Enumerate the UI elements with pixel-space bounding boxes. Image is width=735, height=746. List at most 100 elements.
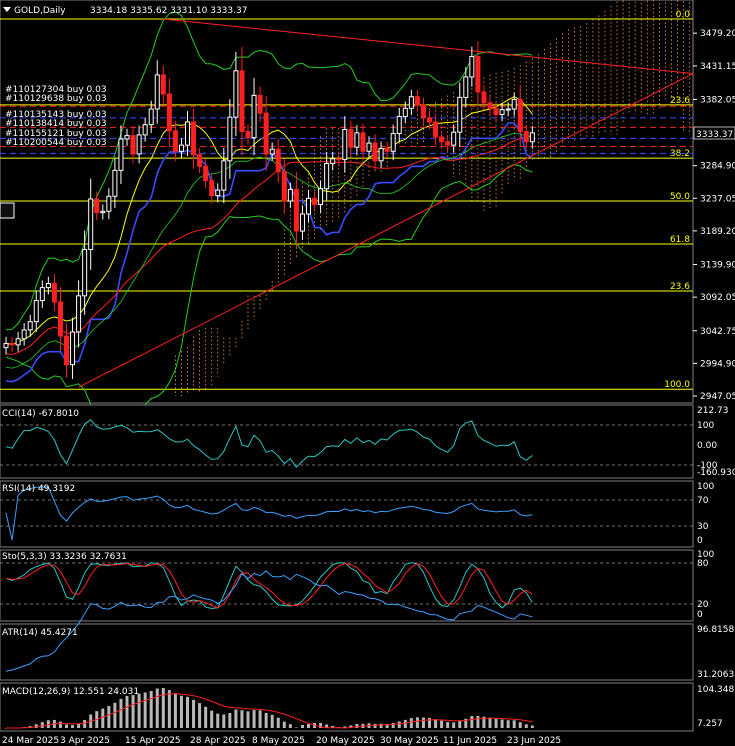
- macd-bar: [294, 727, 298, 728]
- macd-bar: [373, 723, 377, 728]
- menu-triangle-icon[interactable]: [3, 7, 11, 12]
- cci-panel[interactable]: 212.73 100 0.00 -100-160.9305: [0, 404, 735, 479]
- macd-bar: [192, 699, 196, 728]
- macd-bar: [270, 714, 274, 728]
- order-label: #110138414 buy 0.03: [5, 119, 107, 129]
- macd-bar: [403, 719, 407, 728]
- indicator-scale-label: 31.2063: [697, 670, 734, 680]
- indicator-scale-label: 0: [697, 610, 703, 620]
- macd-panel[interactable]: 104.348 7.257: [0, 682, 734, 732]
- macd-label: MACD(12,26,9) 12.551 24.031: [2, 687, 139, 697]
- macd-signal-line: [6, 693, 533, 729]
- candle-body: [197, 154, 203, 167]
- candle-body: [64, 335, 69, 366]
- rsi-panel[interactable]: 100 70 30 0: [0, 480, 714, 548]
- indicator-scale-label: 100: [697, 482, 714, 492]
- candle-body: [70, 331, 76, 366]
- macd-bar: [506, 720, 510, 728]
- price-tick-label: 3237.05: [700, 194, 735, 204]
- candle-body: [366, 142, 372, 152]
- ma-green-line: [5, 132, 533, 369]
- ma10-line: [5, 96, 533, 345]
- candle-body: [118, 138, 124, 171]
- time-tick-label: 28 Apr 2025: [190, 736, 246, 746]
- indicator-scale-label: 100: [697, 550, 714, 560]
- macd-bar: [355, 723, 359, 728]
- macd-bar: [452, 722, 456, 728]
- fib-level-label: 61.8: [670, 235, 690, 245]
- candle-body: [3, 343, 9, 349]
- candle-body: [324, 163, 330, 190]
- macd-bar: [385, 723, 389, 728]
- fib-level-label: 0.0: [676, 10, 691, 20]
- macd-bar: [458, 720, 462, 728]
- time-tick-label: 8 May 2025: [252, 736, 305, 746]
- rsi-label: RSI(14) 49.3192: [2, 484, 75, 494]
- candle-body: [293, 188, 299, 232]
- candle-body: [312, 197, 318, 205]
- candle-body: [27, 321, 33, 331]
- candle-body: [299, 213, 305, 232]
- time-tick-label: 24 Mar 2025: [2, 736, 59, 746]
- price-tick-label: 3431.15: [700, 62, 735, 72]
- candle-body: [166, 93, 172, 132]
- macd-bar: [119, 698, 123, 728]
- indicator-scale-label: 7.257: [697, 719, 723, 729]
- candle-body: [481, 91, 487, 104]
- indicator-scale-label: 0.00: [697, 441, 717, 451]
- candle-body: [203, 165, 209, 182]
- macd-bar: [343, 726, 347, 728]
- side-marker[interactable]: [0, 202, 15, 219]
- atr-label: ATR(14) 45.4271: [2, 628, 78, 638]
- candle-body: [154, 74, 160, 110]
- order-label: #110200544 buy 0.03: [5, 138, 107, 148]
- candle-body: [227, 116, 233, 162]
- trend-lines: [78, 18, 694, 388]
- indicator-frame: [0, 480, 694, 548]
- fib-level-label: 23.6: [670, 282, 690, 292]
- indicator-scale-label: 212.73: [697, 406, 729, 416]
- candle-body: [233, 70, 239, 118]
- price-tick-label: 2947.05: [700, 392, 735, 402]
- candle-body: [15, 338, 21, 346]
- macd-bar: [409, 718, 413, 728]
- indicator-scale-label: -100: [697, 461, 718, 471]
- candle-body: [263, 112, 269, 155]
- macd-bar: [276, 717, 280, 728]
- upper-band-line: [5, 11, 533, 331]
- macd-bar: [131, 695, 135, 728]
- candle-body: [499, 109, 505, 115]
- candle-body: [523, 130, 529, 143]
- macd-bar: [397, 721, 401, 728]
- price-tick-label: 3092.05: [700, 293, 735, 303]
- candle-body: [318, 188, 324, 205]
- time-tick-label: 23 Jun 2025: [507, 736, 561, 746]
- indicator-scale-label: 20: [697, 600, 709, 610]
- resistance-trend-line: [163, 18, 694, 75]
- macd-bar: [46, 720, 50, 728]
- atr-panel[interactable]: 96.8158 31.2063: [0, 570, 734, 681]
- macd-bar: [264, 712, 268, 728]
- macd-bar: [167, 690, 171, 728]
- macd-bar: [282, 721, 286, 728]
- macd-bar: [143, 692, 147, 728]
- candle-body: [408, 96, 414, 109]
- stochastic-k-line: [5, 562, 533, 610]
- macd-bar: [524, 724, 528, 728]
- candle-body: [251, 94, 257, 139]
- indicator-frame: [0, 404, 694, 479]
- cci-label: CCI(14) -67.8010: [2, 409, 79, 419]
- support-trend-line: [78, 73, 694, 388]
- macd-bar: [440, 720, 444, 728]
- price-tick-label: 2994.90: [700, 359, 735, 369]
- candle-body: [172, 130, 178, 152]
- candle-body: [360, 132, 366, 152]
- macd-bar: [173, 693, 177, 728]
- candle-body: [124, 135, 130, 140]
- fib-level-label: 38.2: [670, 149, 690, 159]
- candle-body: [475, 55, 481, 93]
- candle-body: [372, 142, 378, 162]
- macd-bar: [428, 717, 431, 728]
